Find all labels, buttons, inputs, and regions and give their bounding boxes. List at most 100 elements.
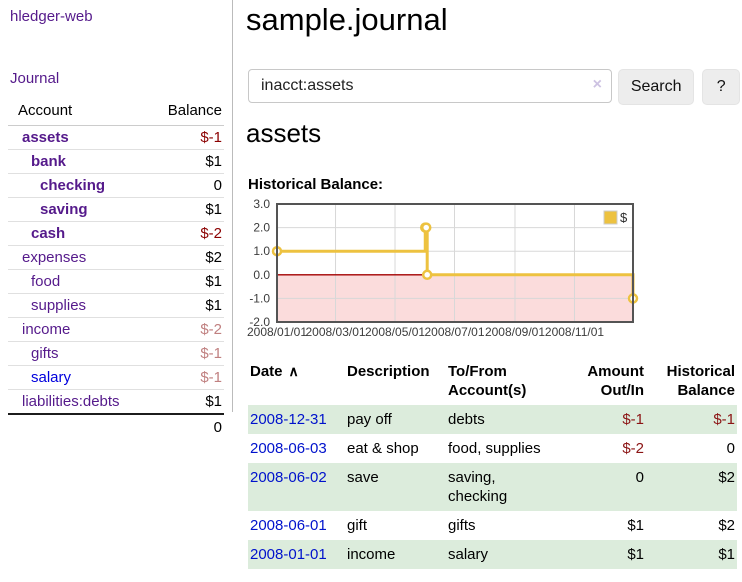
account-balance: $-1 bbox=[143, 125, 224, 150]
svg-text:2.0: 2.0 bbox=[253, 221, 270, 235]
transaction-balance: $2 bbox=[718, 517, 735, 534]
account-row-supplies[interactable]: supplies $1 bbox=[8, 293, 224, 318]
svg-text:1.0: 1.0 bbox=[253, 244, 270, 258]
account-balance: $1 bbox=[143, 269, 224, 294]
account-row-food[interactable]: food $1 bbox=[8, 269, 224, 294]
search-bar: × Search ? bbox=[248, 69, 740, 105]
account-balance: $1 bbox=[143, 149, 224, 174]
transaction-description: pay off bbox=[345, 405, 446, 434]
transaction-description: eat & shop bbox=[347, 440, 419, 457]
transaction-balance: $1 bbox=[646, 540, 737, 569]
transaction-date-link[interactable]: 2008-01-01 bbox=[250, 546, 327, 563]
svg-text:2008/07/01: 2008/07/01 bbox=[424, 325, 484, 339]
svg-text:-1.0: -1.0 bbox=[249, 291, 270, 305]
account-balance: $2 bbox=[143, 245, 224, 270]
transaction-balance: 0 bbox=[726, 440, 735, 457]
app-brand-link[interactable]: hledger-web bbox=[10, 8, 93, 25]
account-balance: $1 bbox=[143, 197, 224, 222]
register-header-date[interactable]: Date ∧ bbox=[250, 363, 299, 380]
account-link[interactable]: supplies bbox=[31, 297, 87, 314]
transaction-date-link[interactable]: 2008-12-31 bbox=[250, 411, 327, 428]
svg-text:3.0: 3.0 bbox=[253, 197, 270, 211]
account-link[interactable]: saving bbox=[40, 201, 88, 218]
account-row-income[interactable]: income $-2 bbox=[8, 317, 224, 342]
account-link[interactable]: expenses bbox=[22, 249, 87, 266]
transaction-balance: $-1 bbox=[646, 405, 737, 434]
svg-text:0.0: 0.0 bbox=[253, 268, 270, 282]
account-link[interactable]: food bbox=[31, 273, 61, 290]
account-row-bank[interactable]: bank $1 bbox=[8, 149, 224, 174]
transaction-amount: $-1 bbox=[576, 405, 646, 434]
accounts-total-value: 0 bbox=[143, 413, 224, 439]
register-row: 2008-06-01 gift gifts $1 $2 bbox=[248, 511, 737, 540]
register-row: 2008-06-02 save saving, checking 0 $2 bbox=[248, 463, 737, 511]
register-header-amount: Amount Out/In bbox=[587, 363, 644, 399]
account-link[interactable]: gifts bbox=[31, 345, 59, 362]
historical-balance-chart: 3.0 2.0 1.0 0.0 -1.0 -2.02008/01/012008/03/01… bbox=[247, 197, 639, 339]
account-balance: $-2 bbox=[143, 317, 224, 342]
transaction-description: income bbox=[345, 540, 446, 569]
sort-ascending-icon: ∧ bbox=[288, 363, 299, 379]
account-row-checking[interactable]: checking 0 bbox=[8, 173, 224, 198]
search-button[interactable]: Search bbox=[618, 69, 695, 105]
help-button[interactable]: ? bbox=[702, 69, 740, 105]
page-title: sample.journal bbox=[246, 2, 448, 37]
transaction-tofrom: salary bbox=[446, 540, 576, 569]
svg-text:2008/11/01: 2008/11/01 bbox=[545, 325, 604, 339]
account-row-salary[interactable]: salary $-1 bbox=[8, 365, 224, 390]
account-row-liabilities-debts[interactable]: liabilities:debts $1 bbox=[8, 390, 224, 415]
account-link[interactable]: salary bbox=[31, 369, 72, 386]
account-balance: $1 bbox=[205, 393, 222, 410]
account-row-assets[interactable]: assets $-1 bbox=[8, 125, 224, 150]
register-row: 2008-12-31 pay off debts $-1 $-1 bbox=[248, 405, 737, 434]
account-link[interactable]: income bbox=[22, 321, 71, 338]
sidebar-item-journal[interactable]: Journal bbox=[10, 70, 60, 87]
transaction-date-link[interactable]: 2008-06-01 bbox=[250, 517, 327, 534]
register-row: 2008-01-01 income salary $1 $1 bbox=[248, 540, 737, 569]
transaction-tofrom: debts bbox=[446, 405, 576, 434]
account-link[interactable]: cash bbox=[31, 225, 66, 242]
account-balance: $-1 bbox=[143, 365, 224, 390]
register-header-balance: Historical Balance bbox=[666, 363, 735, 399]
account-balance: $-2 bbox=[143, 221, 224, 246]
account-balance: $1 bbox=[143, 293, 224, 318]
accounts-total-row: 0 bbox=[8, 413, 224, 439]
accounts-header-balance: Balance bbox=[143, 98, 224, 126]
account-balance: 0 bbox=[143, 173, 224, 198]
register-table: Date ∧ Description To/From Account(s) Amo… bbox=[248, 360, 737, 569]
accounts-table-header: Account Balance bbox=[8, 98, 224, 126]
svg-text:-2.0: -2.0 bbox=[249, 315, 270, 329]
svg-text:2008/03/01: 2008/03/01 bbox=[305, 325, 365, 339]
account-heading: assets bbox=[246, 118, 322, 148]
account-link[interactable]: liabilities:debts bbox=[22, 393, 120, 410]
svg-text:2008/09/01: 2008/09/01 bbox=[485, 325, 545, 339]
svg-text:2008/05/01: 2008/05/01 bbox=[365, 325, 425, 339]
transaction-tofrom: saving, checking bbox=[446, 463, 576, 511]
clear-search-icon[interactable]: × bbox=[592, 76, 602, 93]
account-link[interactable]: checking bbox=[40, 177, 106, 194]
register-header-tofrom: To/From Account(s) bbox=[448, 363, 527, 399]
account-link[interactable]: assets bbox=[22, 129, 69, 146]
transaction-tofrom: food, supplies bbox=[448, 440, 541, 457]
transaction-date-link[interactable]: 2008-06-02 bbox=[250, 469, 327, 486]
account-row-saving[interactable]: saving $1 bbox=[8, 197, 224, 222]
transaction-amount: $1 bbox=[576, 540, 646, 569]
account-row-gifts[interactable]: gifts $-1 bbox=[8, 341, 224, 366]
transaction-amount: 0 bbox=[576, 463, 646, 511]
account-row-expenses[interactable]: expenses $2 bbox=[8, 245, 224, 270]
svg-text:2008/01/01: 2008/01/01 bbox=[247, 325, 307, 339]
account-balance: $-1 bbox=[143, 341, 224, 366]
search-input[interactable] bbox=[248, 69, 612, 103]
account-row-cash[interactable]: cash $-2 bbox=[8, 221, 224, 246]
sidebar: hledger-web Journal Account Balance asse… bbox=[0, 0, 233, 439]
transaction-description: gift bbox=[347, 517, 368, 534]
transaction-date-link[interactable]: 2008-06-03 bbox=[250, 440, 327, 457]
register-header-row: Date ∧ Description To/From Account(s) Amo… bbox=[248, 360, 737, 405]
transaction-balance: $2 bbox=[646, 463, 737, 511]
accounts-table: Account Balance assets $-1 bank $1 check… bbox=[8, 98, 224, 439]
account-link[interactable]: bank bbox=[31, 153, 67, 170]
chart-title: Historical Balance: bbox=[248, 176, 384, 193]
register-header-description: Description bbox=[347, 363, 430, 380]
accounts-header-account: Account bbox=[8, 98, 144, 126]
transaction-amount: $-2 bbox=[622, 440, 644, 457]
